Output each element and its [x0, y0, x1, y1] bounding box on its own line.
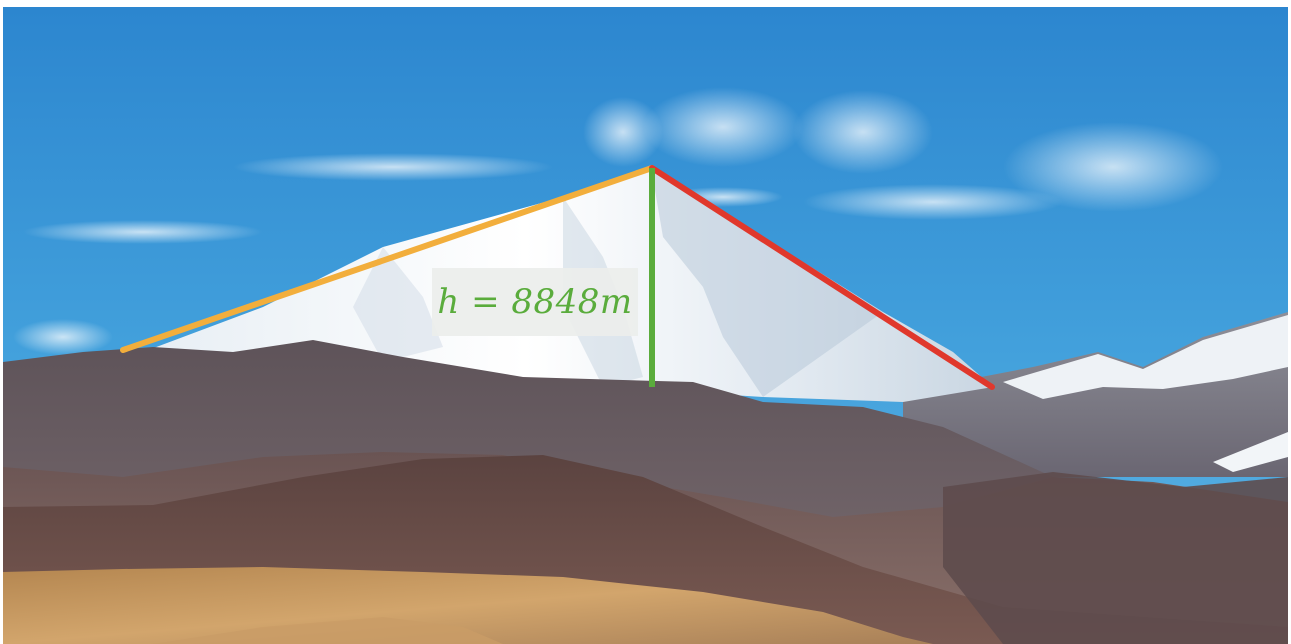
left-slope-line: [120, 165, 655, 353]
mountain-photo: [3, 7, 1288, 644]
right-slope-line: [649, 165, 995, 390]
height-label: h = 8848m: [432, 268, 638, 336]
clouds: [13, 87, 1223, 355]
